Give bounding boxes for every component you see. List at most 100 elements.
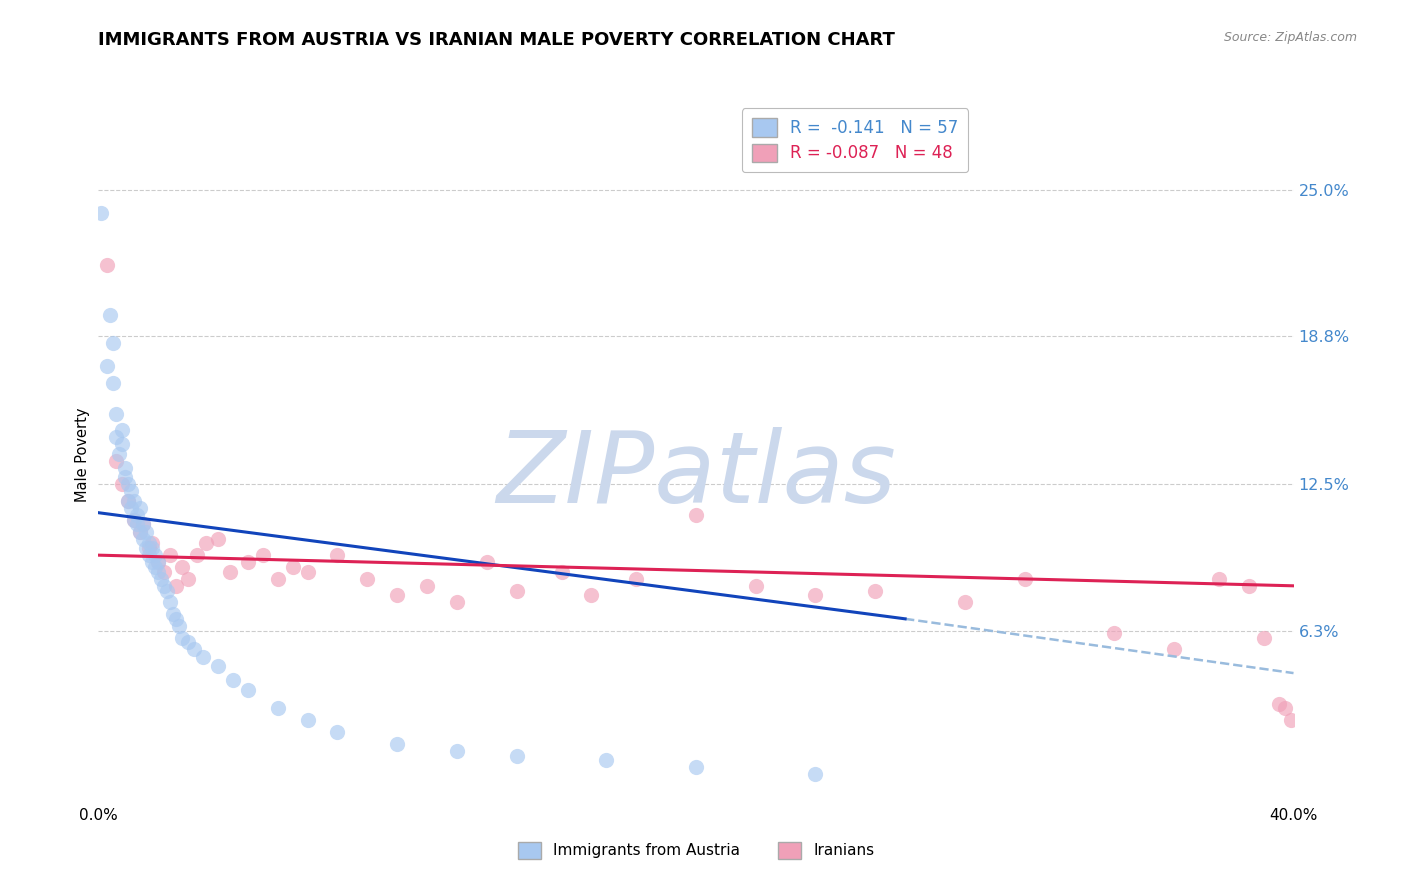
Point [191, 649, 214, 664]
Point [135, 524, 157, 539]
Point [148, 555, 170, 569]
Point [1208, 572, 1230, 586]
Point [475, 555, 498, 569]
Point [745, 579, 768, 593]
Point [159, 548, 181, 562]
Legend: Immigrants from Austria, Iranians: Immigrants from Austria, Iranians [512, 836, 880, 864]
Point [111, 423, 134, 437]
Point [550, 565, 572, 579]
Point [117, 477, 139, 491]
Point [804, 588, 827, 602]
Point [297, 713, 319, 727]
Point [153, 579, 176, 593]
Point [207, 659, 229, 673]
Point [1014, 572, 1036, 586]
Point [1279, 713, 1302, 727]
Point [141, 555, 163, 569]
Point [96, 359, 118, 374]
Point [356, 572, 378, 586]
Point [105, 454, 128, 468]
Point [1253, 631, 1275, 645]
Point [207, 532, 229, 546]
Point [172, 560, 194, 574]
Text: Source: ZipAtlas.com: Source: ZipAtlas.com [1223, 31, 1357, 45]
Point [138, 548, 160, 562]
Point [114, 470, 136, 484]
Point [111, 477, 134, 491]
Point [120, 484, 142, 499]
Point [108, 447, 131, 461]
Point [626, 572, 648, 586]
Point [105, 407, 128, 421]
Point [595, 753, 617, 767]
Point [1237, 579, 1260, 593]
Point [127, 517, 149, 532]
Point [90, 206, 112, 220]
Point [506, 748, 529, 763]
Point [219, 565, 242, 579]
Point [124, 513, 146, 527]
Point [124, 494, 146, 508]
Point [1163, 642, 1185, 657]
Point [132, 517, 155, 532]
Point [167, 619, 190, 633]
Point [117, 494, 139, 508]
Point [385, 588, 409, 602]
Point [172, 631, 194, 645]
Point [865, 583, 887, 598]
Point [385, 737, 409, 751]
Point [150, 572, 173, 586]
Point [326, 725, 349, 739]
Point [252, 548, 274, 562]
Point [132, 532, 155, 546]
Point [177, 635, 200, 649]
Point [236, 682, 259, 697]
Text: IMMIGRANTS FROM AUSTRIA VS IRANIAN MALE POVERTY CORRELATION CHART: IMMIGRANTS FROM AUSTRIA VS IRANIAN MALE … [98, 31, 896, 49]
Point [446, 744, 468, 758]
Point [159, 595, 181, 609]
Point [148, 565, 170, 579]
Point [267, 701, 290, 715]
Point [162, 607, 184, 621]
Point [111, 437, 134, 451]
Point [143, 548, 166, 562]
Point [129, 524, 152, 539]
Y-axis label: Male Poverty: Male Poverty [75, 408, 90, 502]
Point [685, 508, 707, 522]
Point [143, 560, 166, 574]
Point [236, 555, 259, 569]
Point [96, 258, 118, 272]
Point [135, 541, 157, 555]
Point [141, 536, 163, 550]
Point [153, 565, 176, 579]
Point [804, 767, 827, 781]
Point [129, 524, 152, 539]
Point [953, 595, 976, 609]
Point [183, 642, 205, 657]
Point [1267, 697, 1289, 711]
Point [148, 555, 170, 569]
Point [129, 500, 152, 515]
Point [114, 461, 136, 475]
Point [165, 579, 187, 593]
Point [103, 335, 125, 350]
Point [141, 541, 163, 555]
Point [581, 588, 603, 602]
Point [1104, 626, 1126, 640]
Point [1274, 701, 1296, 715]
Point [267, 572, 290, 586]
Point [416, 579, 439, 593]
Point [281, 560, 304, 574]
Point [105, 430, 128, 444]
Point [222, 673, 245, 688]
Point [685, 760, 707, 774]
Point [156, 583, 179, 598]
Point [326, 548, 349, 562]
Point [195, 536, 218, 550]
Text: ZIPatlas: ZIPatlas [496, 427, 896, 524]
Point [506, 583, 529, 598]
Point [132, 517, 155, 532]
Point [177, 572, 200, 586]
Point [120, 500, 142, 515]
Point [127, 508, 149, 522]
